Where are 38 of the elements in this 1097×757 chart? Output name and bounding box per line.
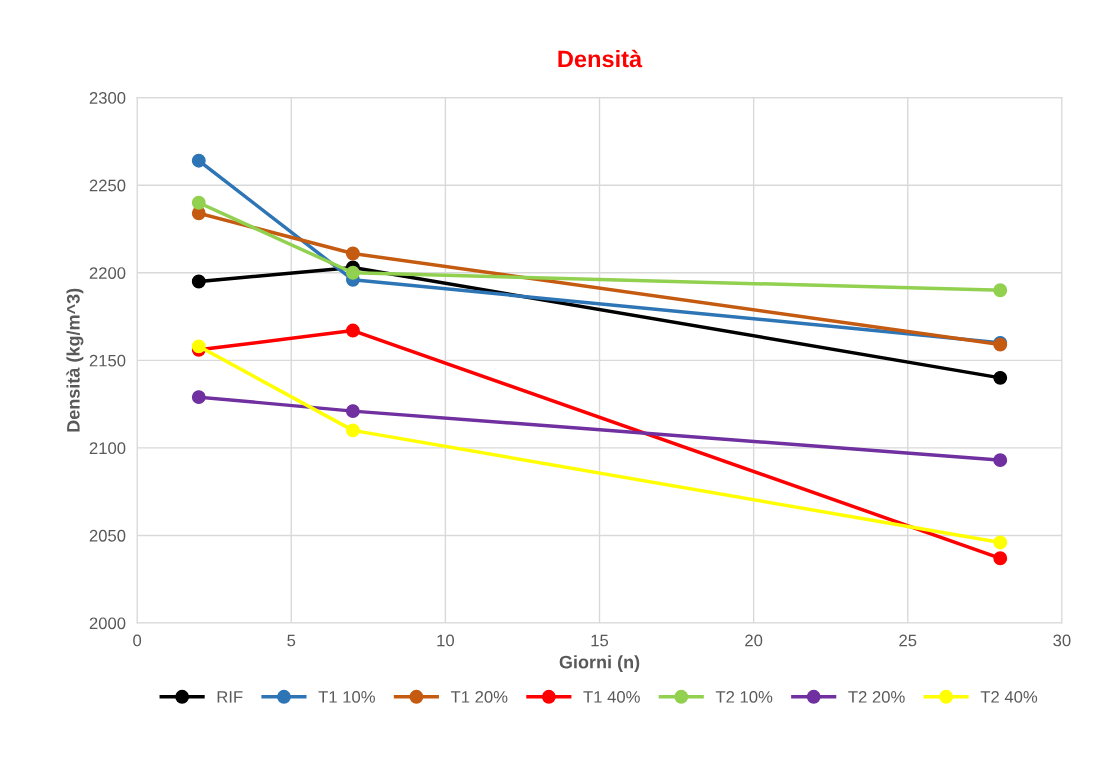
y-tick-label: 2150 bbox=[89, 354, 126, 367]
y-tick-label: 2200 bbox=[89, 267, 126, 279]
y-tick-label: 2300 bbox=[89, 92, 126, 104]
point bbox=[345, 265, 360, 280]
y-tick-label: 2250 bbox=[89, 179, 126, 192]
x-tick-label: 5 bbox=[287, 634, 296, 647]
legend-label: T2 40% bbox=[980, 690, 1038, 703]
y-tick-label: 2050 bbox=[89, 529, 126, 542]
point bbox=[993, 370, 1008, 385]
legend-label: T1 20% bbox=[450, 690, 508, 703]
x-tick-label: 10 bbox=[437, 634, 454, 647]
point bbox=[345, 246, 360, 261]
y-tick-label: 2000 bbox=[89, 617, 126, 630]
legend-label: T2 10% bbox=[715, 690, 773, 703]
point bbox=[993, 453, 1008, 468]
legend-label: T1 40% bbox=[583, 690, 640, 703]
point bbox=[993, 283, 1008, 298]
point bbox=[191, 274, 206, 289]
x-tick-label: 15 bbox=[591, 634, 609, 647]
x-tick-label: 25 bbox=[899, 634, 917, 647]
legend-label: T2 20% bbox=[848, 690, 905, 703]
point bbox=[993, 535, 1008, 550]
x-axis-title: Giorni (n) bbox=[559, 655, 640, 673]
point bbox=[191, 390, 206, 405]
point bbox=[345, 423, 360, 438]
point bbox=[345, 323, 360, 338]
legend-label: T1 10% bbox=[318, 690, 375, 703]
point bbox=[345, 404, 360, 419]
x-tick-label: 30 bbox=[1053, 634, 1071, 647]
chart-title: Densità bbox=[558, 49, 643, 68]
x-tick-label: 0 bbox=[133, 634, 142, 647]
legend-label: RIF bbox=[217, 691, 243, 703]
y-axis-title: Densità (kg/m^3) bbox=[66, 288, 84, 432]
point bbox=[191, 153, 206, 168]
y-tick-label: 2100 bbox=[89, 442, 126, 455]
point bbox=[191, 195, 206, 210]
point bbox=[993, 551, 1008, 566]
x-tick-label: 20 bbox=[745, 634, 763, 647]
